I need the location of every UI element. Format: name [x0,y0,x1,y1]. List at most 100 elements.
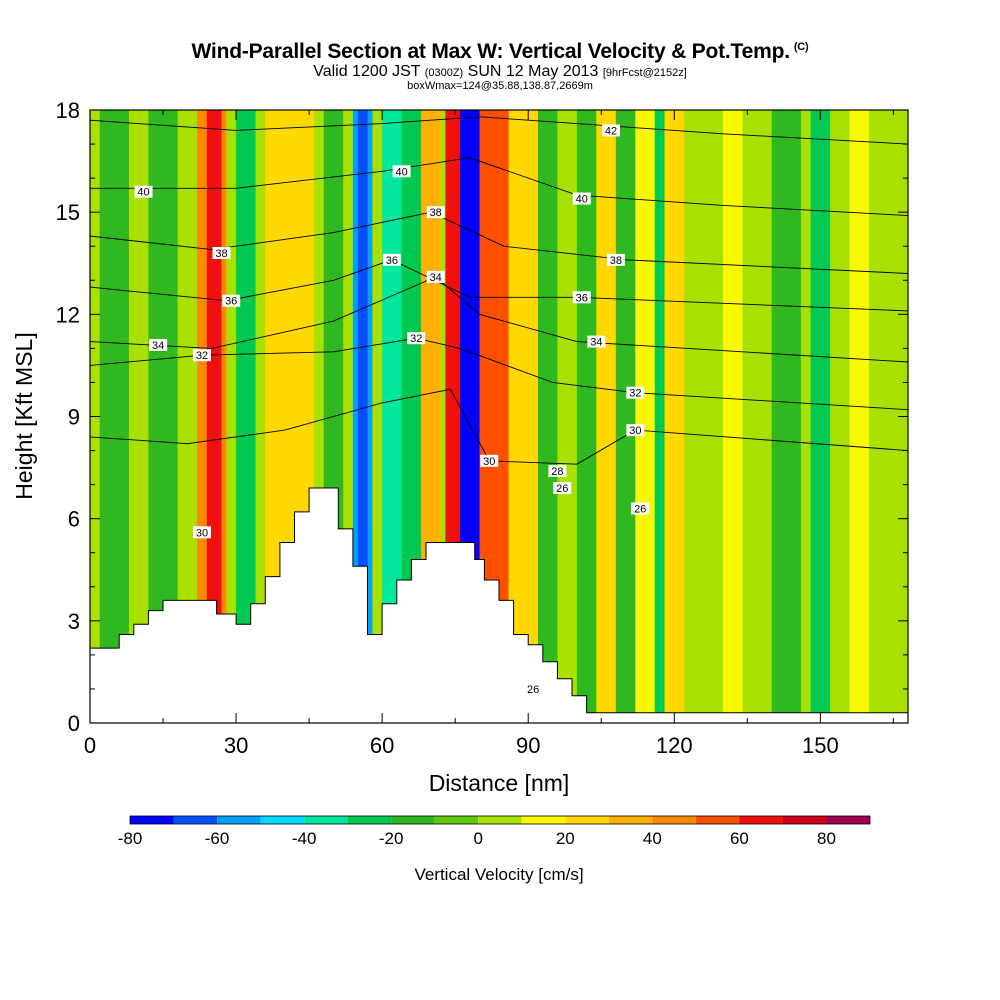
contour-label-text: 40 [576,194,588,206]
isentrope-line [90,337,908,411]
x-tick-label: 120 [656,733,693,758]
contour-label-box [572,291,591,304]
contour-label: 38 [426,206,445,219]
contour-label-box [382,253,401,266]
contour-label: 42 [601,124,620,137]
contour-label: 30 [192,526,211,539]
contour-label: 34 [587,335,606,349]
contour-label-box [134,185,153,198]
contour-label: 36 [572,291,591,304]
colorbar-tick-label: 0 [474,829,483,848]
colorbar-swatch [304,816,348,824]
y-tick-label: 6 [68,507,80,532]
velocity-band [236,110,256,723]
contour-label-box [572,192,591,205]
contour-label-box [426,206,445,219]
contour-label-text: 32 [196,350,208,362]
y-tick-label: 15 [56,200,80,225]
contour-label-text: 34 [430,272,442,284]
contour-label-box [631,502,650,515]
contour-label-text: 28 [551,466,563,478]
contour-label: 40 [572,192,591,206]
colorbar-swatch [782,816,827,824]
contour-label-text: 36 [225,296,237,308]
contour-label: 26 [524,682,543,696]
colorbar-swatch [478,816,522,824]
contour-label: 28 [548,464,567,478]
colorbar-title: Vertical Velocity [cm/s] [414,865,583,884]
colorbar-swatch [173,816,218,824]
velocity-band [596,110,616,723]
x-tick-label: 90 [516,733,540,758]
colorbar-swatch [826,816,870,824]
x-tick-label: 30 [224,733,248,758]
contour-label: 40 [392,165,411,178]
y-tick-label: 18 [56,98,80,123]
x-tick-label: 150 [802,733,839,758]
contour-label-box [601,124,620,137]
contour-label-box [626,386,645,399]
isentrope-line [90,388,908,465]
contour-label: 40 [134,185,153,199]
isentrope-line [90,116,908,145]
contour-label-box [524,682,543,695]
colorbar-swatch [608,816,653,824]
contour-label-text: 32 [410,333,422,345]
colorbar-swatch [130,816,174,824]
contour-label-box [426,270,445,283]
terrain-profile [90,487,908,723]
velocity-band [849,110,870,723]
contour-label-text: 30 [196,527,208,539]
contour-label-text: 30 [629,425,641,437]
velocity-band [664,110,685,723]
contour-label: 30 [480,454,499,468]
contour-label-box [606,253,625,266]
colorbar-tick-label: -60 [205,829,230,848]
contour-label-text: 26 [527,684,539,696]
chart-title-block: Wind-Parallel Section at Max W: Vertical… [0,34,1000,92]
contour-label-box [587,335,606,348]
colorbar-swatch [217,816,261,824]
velocity-band [810,110,831,723]
contour-label: 32 [192,349,211,362]
valid-time-line: Valid 1200 JST (0300Z) SUN 12 May 2013 [… [313,63,687,80]
contour-label-box [553,482,572,495]
contour-label-text: 40 [137,187,149,199]
colorbar-swatch [434,816,479,824]
contour-label-text: 36 [386,255,398,267]
velocity-band [206,110,222,723]
colorbar-tick-label: 20 [556,829,575,848]
contour-label-text: 42 [605,125,617,137]
contour-label-box [222,294,241,307]
velocity-band [771,110,801,723]
contour-label-text: 30 [483,456,495,468]
velocity-band [722,110,743,723]
contour-label: 34 [426,270,445,284]
contour-label-text: 34 [590,337,602,349]
contour-label: 36 [222,294,241,308]
y-axis-title: Height [Kft MSL] [11,332,37,499]
colorbar-swatch [695,816,740,824]
colorbar-tick-label: 80 [817,829,836,848]
title-mark: (C) [793,41,809,53]
velocity-band [576,110,597,723]
colorbar-swatch [391,816,435,824]
contour-label-text: 26 [634,503,646,515]
contour-label: 26 [553,482,572,495]
box-info: boxWmax=124@35.88,138.87,2669m [407,80,593,92]
x-tick-label: 0 [84,733,96,758]
velocity-band [357,110,368,723]
colorbar-tick-label: -20 [379,829,404,848]
contour-labels: 42 40 40 40 38 38 38 36 36 36 34 34 34 32 32 32 30 30 30 28… [134,124,650,696]
contour-label: 30 [626,424,645,437]
contour-label-text: 40 [395,166,407,178]
colorbar-swatch [652,816,696,824]
velocity-band [537,110,558,723]
x-tick-label: 60 [370,733,394,758]
contour-label-box [212,247,231,260]
colorbar-swatch [260,816,305,824]
y-tick-label: 9 [68,405,80,430]
velocity-band [615,110,636,723]
velocity-band [654,110,665,723]
